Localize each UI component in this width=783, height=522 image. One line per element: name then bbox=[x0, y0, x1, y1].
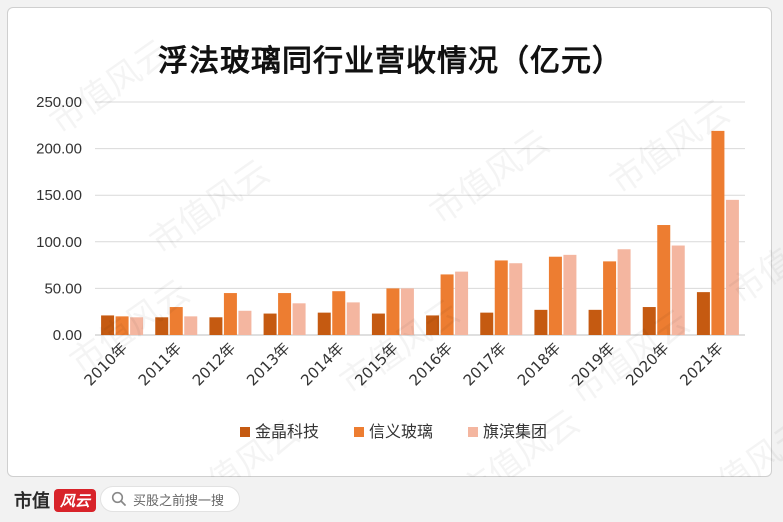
legend-label: 金晶科技 bbox=[255, 422, 319, 441]
brand-logo[interactable]: 市值 风云 bbox=[14, 487, 97, 513]
bar bbox=[278, 293, 292, 335]
x-tick-label: 2021年 bbox=[676, 339, 726, 389]
bar bbox=[509, 263, 523, 335]
y-tick-label: 0.00 bbox=[53, 327, 82, 344]
bar bbox=[346, 302, 360, 335]
legend-swatch bbox=[240, 427, 250, 437]
bar bbox=[480, 312, 494, 335]
bar bbox=[657, 225, 671, 335]
legend-label: 旗滨集团 bbox=[483, 422, 547, 441]
bar bbox=[588, 309, 602, 335]
bar bbox=[671, 245, 685, 335]
search-placeholder: 买股之前搜一搜 bbox=[133, 492, 225, 508]
bar bbox=[184, 316, 198, 335]
x-tick-label: 2017年 bbox=[460, 339, 510, 389]
bar bbox=[371, 313, 385, 335]
x-tick-label: 2018年 bbox=[514, 339, 564, 389]
brand-mark: 风云 bbox=[54, 488, 97, 512]
x-tick-label: 2011年 bbox=[135, 339, 185, 389]
x-tick-label: 2013年 bbox=[243, 339, 293, 389]
bar bbox=[101, 315, 115, 335]
bar bbox=[642, 307, 656, 335]
bar bbox=[563, 254, 577, 335]
search-icon bbox=[111, 491, 126, 506]
bar bbox=[725, 199, 739, 335]
y-tick-label: 100.00 bbox=[36, 234, 82, 251]
bar bbox=[263, 313, 277, 335]
bar bbox=[534, 309, 548, 335]
bar bbox=[169, 307, 183, 335]
y-tick-label: 200.00 bbox=[36, 141, 82, 158]
x-tick-label: 2012年 bbox=[189, 339, 239, 389]
bar bbox=[603, 261, 617, 335]
search-input[interactable]: 买股之前搜一搜 bbox=[100, 486, 240, 512]
bar bbox=[455, 271, 469, 335]
bar bbox=[155, 317, 169, 335]
bar bbox=[223, 293, 237, 335]
bar bbox=[426, 315, 440, 335]
bar bbox=[711, 130, 725, 335]
x-tick-label: 2019年 bbox=[568, 339, 618, 389]
footer-bar: 市值 风云 买股之前搜一搜 bbox=[0, 477, 783, 522]
y-tick-label: 250.00 bbox=[36, 94, 82, 111]
chart-title: 浮法玻璃同行业营收情况（亿元） bbox=[158, 44, 623, 79]
x-tick-label: 2010年 bbox=[81, 339, 131, 389]
bar bbox=[332, 291, 346, 335]
legend-label: 信义玻璃 bbox=[369, 422, 433, 441]
y-tick-label: 50.00 bbox=[44, 280, 82, 297]
bar bbox=[238, 310, 252, 335]
bar bbox=[292, 303, 306, 335]
bar bbox=[440, 274, 454, 335]
x-tick-label: 2015年 bbox=[351, 339, 401, 389]
bar bbox=[400, 288, 414, 335]
x-tick-label: 2016年 bbox=[406, 339, 456, 389]
x-tick-label: 2014年 bbox=[297, 339, 347, 389]
brand-name: 市值 bbox=[14, 491, 50, 512]
bar bbox=[130, 317, 144, 335]
x-tick-label: 2020年 bbox=[622, 339, 672, 389]
bar bbox=[386, 288, 400, 335]
bar bbox=[548, 256, 562, 335]
bar bbox=[209, 317, 223, 335]
y-tick-label: 150.00 bbox=[36, 187, 82, 204]
bar bbox=[617, 249, 631, 335]
bar bbox=[696, 292, 710, 335]
bar bbox=[494, 260, 508, 335]
legend-swatch bbox=[354, 427, 364, 437]
bar bbox=[115, 316, 129, 335]
legend-swatch bbox=[468, 427, 478, 437]
bar bbox=[317, 312, 331, 335]
